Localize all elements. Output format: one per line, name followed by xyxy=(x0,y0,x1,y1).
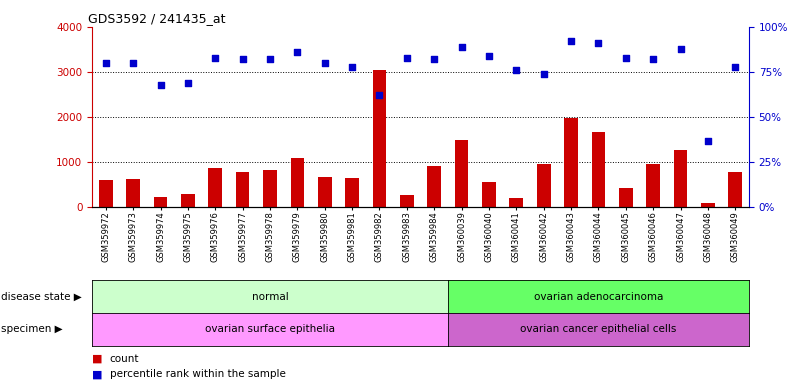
Point xyxy=(455,44,468,50)
Point xyxy=(482,53,495,59)
Bar xyxy=(208,168,222,207)
Bar xyxy=(619,189,633,207)
Bar xyxy=(428,166,441,207)
Point xyxy=(702,137,714,144)
Point xyxy=(619,55,632,61)
Point xyxy=(209,55,222,61)
Text: percentile rank within the sample: percentile rank within the sample xyxy=(110,369,286,379)
Bar xyxy=(264,170,277,207)
Bar xyxy=(509,198,523,207)
Bar xyxy=(127,179,140,207)
Point xyxy=(537,71,550,77)
Point xyxy=(154,81,167,88)
Point xyxy=(565,38,578,45)
Point xyxy=(318,60,331,66)
Bar xyxy=(564,118,578,207)
Text: specimen ▶: specimen ▶ xyxy=(1,324,62,334)
Bar xyxy=(455,140,469,207)
Text: ovarian cancer epithelial cells: ovarian cancer epithelial cells xyxy=(520,324,677,334)
Text: ovarian surface epithelia: ovarian surface epithelia xyxy=(205,324,335,334)
Bar xyxy=(235,172,249,207)
Bar xyxy=(728,172,742,207)
Text: disease state ▶: disease state ▶ xyxy=(1,291,82,302)
Point xyxy=(291,49,304,55)
Bar xyxy=(537,164,550,207)
Bar xyxy=(701,203,714,207)
Bar xyxy=(646,164,660,207)
Bar xyxy=(318,177,332,207)
Point xyxy=(510,67,523,73)
Point xyxy=(400,55,413,61)
Point xyxy=(729,63,742,70)
Point xyxy=(373,93,386,99)
Point xyxy=(646,56,659,63)
Point xyxy=(182,80,195,86)
Text: GDS3592 / 241435_at: GDS3592 / 241435_at xyxy=(88,12,226,25)
Bar xyxy=(482,182,496,207)
Point xyxy=(428,56,441,63)
Point xyxy=(127,60,139,66)
Text: normal: normal xyxy=(252,291,288,302)
Bar xyxy=(592,132,606,207)
Text: ■: ■ xyxy=(92,354,103,364)
Point xyxy=(592,40,605,46)
Bar xyxy=(154,197,167,207)
Text: ovarian adenocarcinoma: ovarian adenocarcinoma xyxy=(533,291,663,302)
Bar xyxy=(99,180,113,207)
Bar xyxy=(372,70,386,207)
Text: ■: ■ xyxy=(92,369,103,379)
Bar xyxy=(181,194,195,207)
Bar xyxy=(345,179,359,207)
Point xyxy=(236,56,249,63)
Point xyxy=(264,56,276,63)
Text: count: count xyxy=(110,354,139,364)
Point xyxy=(99,60,112,66)
Point xyxy=(674,45,687,51)
Point xyxy=(346,63,359,70)
Bar xyxy=(291,158,304,207)
Bar xyxy=(400,195,413,207)
Bar xyxy=(674,150,687,207)
